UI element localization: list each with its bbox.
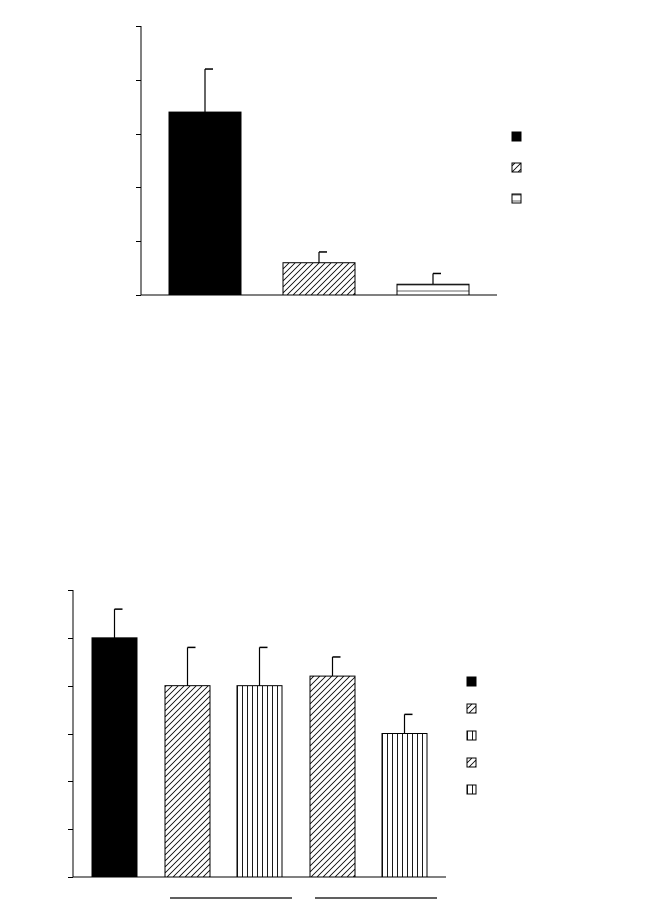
legend-swatch (466, 703, 477, 714)
bar (381, 733, 428, 878)
bar (236, 685, 283, 878)
bar (309, 675, 356, 878)
legend-swatch (466, 730, 477, 741)
chart-panel-bottom (68, 590, 477, 899)
bar (164, 685, 211, 878)
bar (396, 283, 470, 296)
bar (168, 111, 242, 296)
bars-top (168, 68, 470, 296)
legend-swatch (466, 757, 477, 768)
legend-swatch (466, 784, 477, 795)
bars-bottom (91, 608, 428, 878)
bar (91, 637, 138, 878)
legend-swatch (511, 162, 522, 173)
bar (282, 262, 356, 296)
legend-swatch (466, 676, 477, 687)
legend-top (511, 131, 522, 204)
legend-swatch (511, 193, 522, 204)
legend-bottom (466, 676, 477, 795)
chart-panel-top (136, 26, 522, 296)
legend-swatch (511, 131, 522, 142)
